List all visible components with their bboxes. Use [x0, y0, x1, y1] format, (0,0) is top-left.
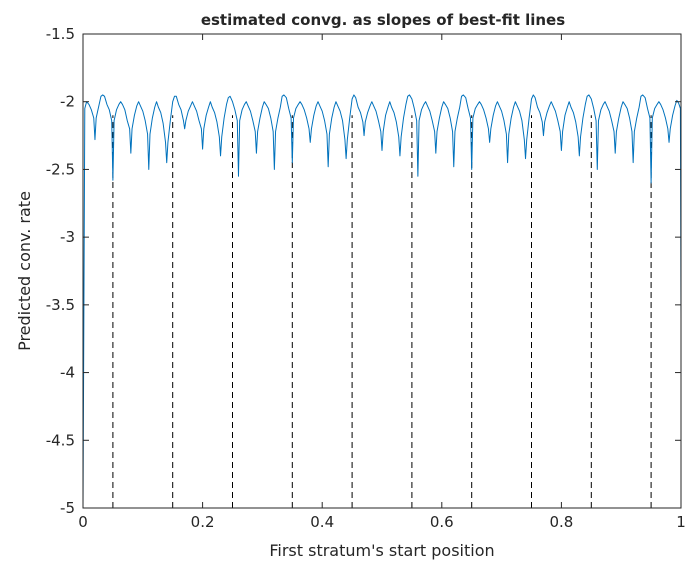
x-tick-label: 0.6 — [430, 513, 454, 531]
y-tick-label: -4.5 — [46, 431, 75, 449]
y-tick-label: -4 — [60, 364, 75, 382]
y-tick-label: -3 — [60, 228, 75, 246]
x-tick-label: 0.4 — [310, 513, 334, 531]
plot-frame — [82, 33, 682, 509]
y-tick-label: -2.5 — [46, 160, 75, 178]
y-axis-ticks: -1.5 -2 -2.5 -3 -3.5 -4 -4.5 -5 — [46, 25, 681, 517]
y-tick-label: -1.5 — [46, 25, 75, 43]
series-group — [82, 94, 682, 509]
series-line — [82, 94, 682, 509]
plot-area — [83, 34, 681, 508]
y-tick-label: -2 — [60, 93, 75, 111]
x-tick-label: 0.2 — [191, 513, 215, 531]
y-tick-label: -5 — [60, 499, 75, 517]
chart-title: estimated convg. as slopes of best-fit l… — [201, 11, 565, 29]
dashed-marker-lines — [112, 115, 652, 508]
y-axis-label: Predicted conv. rate — [15, 191, 34, 351]
y-tick-label: -3.5 — [46, 296, 75, 314]
x-tick-label: 0 — [78, 513, 88, 531]
x-axis-ticks: 0 0.2 0.4 0.6 0.8 1 — [78, 34, 685, 531]
x-tick-label: 1 — [676, 513, 685, 531]
x-axis-label: First stratum's start position — [269, 541, 494, 560]
x-tick-label: 0.8 — [549, 513, 573, 531]
